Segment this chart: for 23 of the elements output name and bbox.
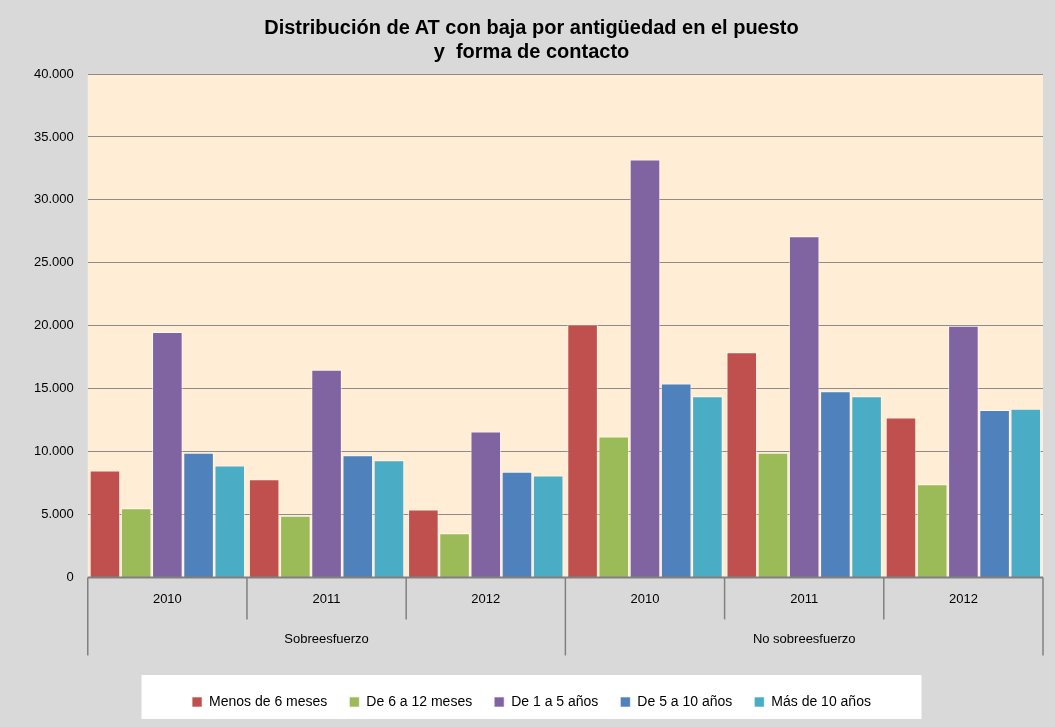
y-tick-label: 35.000 xyxy=(34,128,74,144)
x-tick-label: 2012 xyxy=(471,590,501,606)
legend-label: Menos de 6 meses xyxy=(209,692,328,709)
text: Sobreesfuerzo xyxy=(284,630,369,646)
y-tick-label: 40.000 xyxy=(34,65,74,81)
y-tick-label: 10.000 xyxy=(34,443,74,459)
y-tick-label: 5.000 xyxy=(41,506,74,522)
y-tick-label: 0 xyxy=(66,568,74,584)
text: No sobreesfuerzo xyxy=(752,630,856,646)
legend-label: De 6 a 12 meses xyxy=(366,692,473,709)
x-tick-label: 2011 xyxy=(790,590,819,606)
legend-label: De 1 a 5 años xyxy=(511,692,599,709)
y-tick-label: 30.000 xyxy=(34,191,74,207)
legend-label: Más de 10 años xyxy=(771,692,871,709)
y-tick-label: 15.000 xyxy=(34,380,74,396)
x-tick-label: 2010 xyxy=(630,590,660,606)
legend-label: De 5 a 10 años xyxy=(637,692,733,709)
x-tick-label: 2010 xyxy=(152,590,182,606)
y-tick-label: 25.000 xyxy=(34,254,74,270)
x-tick-label: 2012 xyxy=(948,590,978,606)
y-tick-label: 20.000 xyxy=(34,317,74,333)
chart-title: Distribución de AT con baja por antigüedad en el puesto y forma de contacto xyxy=(264,15,799,62)
x-tick-label: 2011 xyxy=(312,590,341,606)
